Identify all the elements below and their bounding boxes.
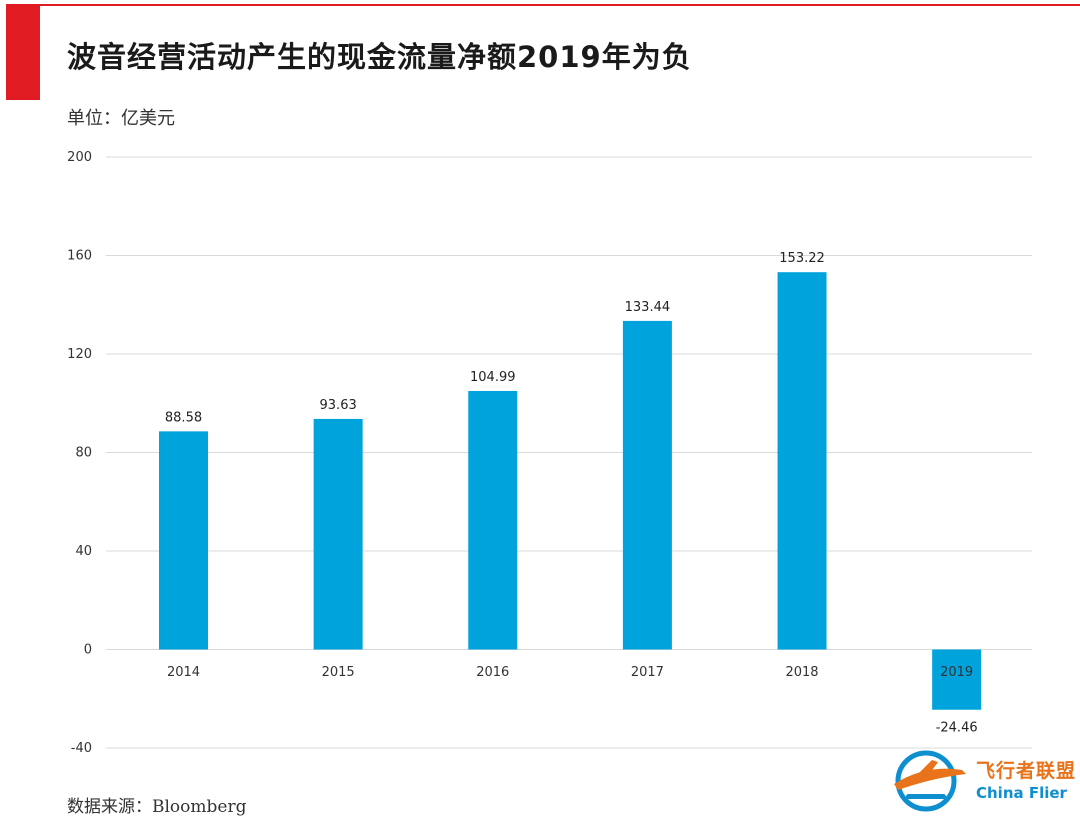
bar [622, 320, 672, 650]
y-tick-label: 80 [75, 446, 92, 461]
y-tick-label: 0 [84, 643, 92, 658]
y-tick-label: 120 [67, 347, 92, 362]
data-label: 153.22 [779, 251, 825, 266]
chart-title: 波音经营活动产生的现金流量净额2019年为负 [67, 40, 692, 74]
data-label: 88.58 [165, 410, 202, 425]
data-label: 104.99 [470, 370, 516, 385]
x-tick-label: 2018 [785, 665, 818, 680]
top-rule [40, 4, 1080, 6]
y-tick-label: 160 [67, 249, 92, 264]
logo-text-cn: 飞行者联盟 [976, 760, 1077, 782]
x-tick-label: 2019 [940, 665, 973, 680]
x-tick-label: 2015 [322, 665, 355, 680]
gridlines [106, 156, 1032, 749]
x-tick-label: 2017 [631, 665, 664, 680]
data-label: 133.44 [625, 300, 671, 315]
china-flier-logo: 飞行者联盟 China Flier [876, 748, 1076, 814]
y-tick-label: 200 [67, 150, 92, 165]
bar [932, 649, 982, 710]
bar [313, 418, 363, 650]
x-tick-label: 2016 [476, 665, 509, 680]
accent-block [6, 4, 40, 100]
bar [159, 431, 208, 650]
source-note: 数据来源：Bloomberg [67, 797, 247, 817]
data-label: -24.46 [936, 721, 978, 736]
x-tick-label: 2014 [167, 665, 200, 680]
bars [159, 272, 982, 710]
bar [468, 390, 518, 650]
labels: -40 0 40 80 120 160 200 2014 88.58 2015 93.63 2016 1… [67, 150, 977, 756]
data-label: 93.63 [320, 398, 357, 413]
y-tick-label: -40 [71, 741, 92, 756]
bar [777, 272, 827, 650]
y-tick-label: 40 [75, 544, 92, 559]
airplane-logo-icon [894, 750, 966, 812]
unit-label: 单位：亿美元 [67, 108, 175, 129]
logo-text-en: China Flier [976, 784, 1067, 802]
